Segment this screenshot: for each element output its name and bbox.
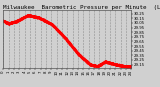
Text: Milwaukee  Barometric Pressure per Minute  (Last 24 Hours): Milwaukee Barometric Pressure per Minute… xyxy=(3,5,160,10)
